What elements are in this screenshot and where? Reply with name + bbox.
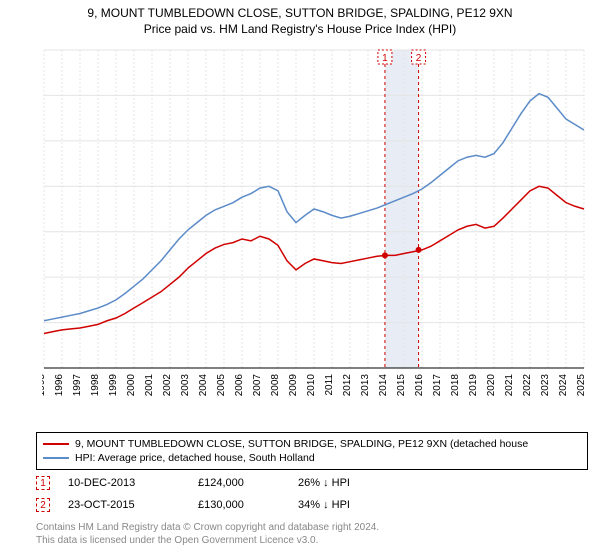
svg-text:2001: 2001 xyxy=(144,374,155,397)
legend-row: 9, MOUNT TUMBLEDOWN CLOSE, SUTTON BRIDGE… xyxy=(43,437,581,451)
svg-text:2007: 2007 xyxy=(252,374,263,397)
svg-text:2005: 2005 xyxy=(216,374,227,397)
svg-text:1995: 1995 xyxy=(42,374,47,397)
svg-text:2012: 2012 xyxy=(342,374,353,397)
svg-text:2015: 2015 xyxy=(396,374,407,397)
svg-text:2013: 2013 xyxy=(360,374,371,397)
sales-row: 2 23-OCT-2015 £130,000 34% ↓ HPI xyxy=(36,494,418,516)
svg-text:2024: 2024 xyxy=(558,374,569,397)
svg-text:1996: 1996 xyxy=(54,374,65,397)
chart-svg: £0£50K£100K£150K£200K£250K£300K£350K1995… xyxy=(42,46,590,404)
svg-text:2017: 2017 xyxy=(432,374,443,397)
legend-label: HPI: Average price, detached house, Sout… xyxy=(75,452,315,464)
footer-line-1: Contains HM Land Registry data © Crown c… xyxy=(36,522,379,535)
legend-swatch xyxy=(43,457,69,459)
sale-marker: 1 xyxy=(36,476,50,490)
svg-text:1: 1 xyxy=(382,53,388,64)
sale-marker: 2 xyxy=(36,498,50,512)
sale-date: 10-DEC-2013 xyxy=(68,477,198,489)
svg-text:2016: 2016 xyxy=(414,374,425,397)
svg-text:1997: 1997 xyxy=(72,374,83,397)
sale-pct: 34% ↓ HPI xyxy=(298,499,418,511)
sale-price: £124,000 xyxy=(198,477,298,489)
svg-text:2008: 2008 xyxy=(270,374,281,397)
sale-price: £130,000 xyxy=(198,499,298,511)
svg-text:2000: 2000 xyxy=(126,374,137,397)
svg-text:2011: 2011 xyxy=(324,374,335,396)
sales-table: 1 10-DEC-2013 £124,000 26% ↓ HPI 2 23-OC… xyxy=(36,472,418,516)
svg-text:2: 2 xyxy=(416,53,422,64)
sale-date: 23-OCT-2015 xyxy=(68,499,198,511)
svg-text:2003: 2003 xyxy=(180,374,191,397)
svg-text:2010: 2010 xyxy=(306,374,317,397)
title-subtitle: Price paid vs. HM Land Registry's House … xyxy=(0,22,600,36)
legend-box: 9, MOUNT TUMBLEDOWN CLOSE, SUTTON BRIDGE… xyxy=(36,432,588,470)
title-block: 9, MOUNT TUMBLEDOWN CLOSE, SUTTON BRIDGE… xyxy=(0,0,600,36)
svg-text:2022: 2022 xyxy=(522,374,533,397)
legend-swatch xyxy=(43,443,69,445)
svg-text:2023: 2023 xyxy=(540,374,551,397)
svg-text:2020: 2020 xyxy=(486,374,497,397)
svg-text:1998: 1998 xyxy=(90,374,101,397)
svg-text:2006: 2006 xyxy=(234,374,245,397)
svg-text:2019: 2019 xyxy=(468,374,479,397)
svg-text:2014: 2014 xyxy=(378,374,389,397)
svg-text:2018: 2018 xyxy=(450,374,461,397)
svg-text:2002: 2002 xyxy=(162,374,173,397)
svg-text:2004: 2004 xyxy=(198,374,209,397)
sales-row: 1 10-DEC-2013 £124,000 26% ↓ HPI xyxy=(36,472,418,494)
sale-pct: 26% ↓ HPI xyxy=(298,477,418,489)
svg-text:2021: 2021 xyxy=(504,374,515,397)
legend-row: HPI: Average price, detached house, Sout… xyxy=(43,451,581,465)
svg-text:2025: 2025 xyxy=(576,374,587,397)
chart-container: 9, MOUNT TUMBLEDOWN CLOSE, SUTTON BRIDGE… xyxy=(0,0,600,560)
legend-label: 9, MOUNT TUMBLEDOWN CLOSE, SUTTON BRIDGE… xyxy=(75,438,528,450)
svg-text:1999: 1999 xyxy=(108,374,119,397)
footer-attribution: Contains HM Land Registry data © Crown c… xyxy=(36,522,379,547)
svg-text:2009: 2009 xyxy=(288,374,299,397)
footer-line-2: This data is licensed under the Open Gov… xyxy=(36,535,379,548)
title-address: 9, MOUNT TUMBLEDOWN CLOSE, SUTTON BRIDGE… xyxy=(0,6,600,20)
